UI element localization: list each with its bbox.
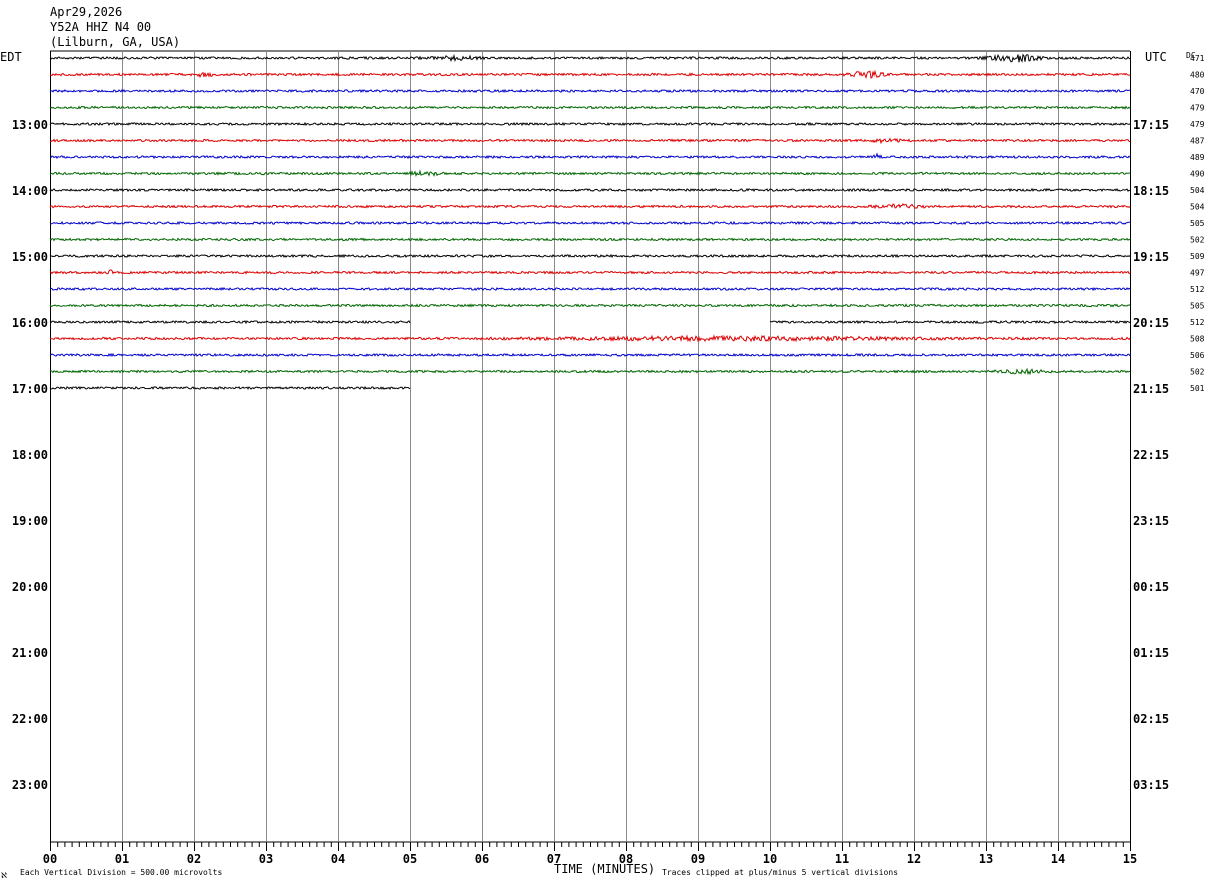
right-axis-label: UTC: [1145, 50, 1167, 64]
utc-hour-label: 17:15: [1133, 118, 1169, 132]
dc-offset-label: 479: [1190, 104, 1205, 113]
utc-hour-label: 01:15: [1133, 646, 1169, 660]
x-tick-label: 01: [115, 852, 129, 866]
edt-hour-label: 16:00: [12, 316, 48, 330]
x-tick-label: 04: [331, 852, 345, 866]
seismic-traces: [49, 53, 1131, 391]
x-tick-label: 03: [259, 852, 273, 866]
utc-hour-label: 02:15: [1133, 712, 1169, 726]
dc-offset-label: 489: [1190, 153, 1205, 162]
edt-hour-label: 13:00: [12, 118, 48, 132]
seismic-trace: [49, 319, 411, 325]
x-tick-label: 06: [475, 852, 489, 866]
dc-offset-label: 512: [1190, 318, 1205, 327]
x-tick-label: 14: [1051, 852, 1065, 866]
utc-hour-label: 23:15: [1133, 514, 1169, 528]
clip-note: Traces clipped at plus/minus 5 vertical …: [662, 868, 898, 877]
seismic-trace: [49, 220, 1131, 226]
edt-hour-label: 17:00: [12, 382, 48, 396]
edt-hour-label: 20:00: [12, 580, 48, 594]
edt-hour-label: 14:00: [12, 184, 48, 198]
utc-hour-label: 19:15: [1133, 250, 1169, 264]
edt-hour-label: 18:00: [12, 448, 48, 462]
utc-hour-label: 20:15: [1133, 316, 1169, 330]
dc-offset-label: 479: [1190, 120, 1205, 129]
dc-offset-label: 512: [1190, 285, 1205, 294]
utc-hour-label: 22:15: [1133, 448, 1169, 462]
seismic-trace: [49, 303, 1131, 308]
seismic-trace: [49, 105, 1131, 110]
edt-hour-label: 19:00: [12, 514, 48, 528]
utc-hour-label: 21:15: [1133, 382, 1169, 396]
corner-mark: ℵ: [1, 871, 7, 880]
seismic-trace: [49, 253, 1131, 259]
seismic-trace: [49, 286, 1131, 292]
utc-hour-label: 00:15: [1133, 580, 1169, 594]
header-location: (Lilburn, GA, USA): [50, 35, 180, 49]
dc-offset-label: 506: [1190, 351, 1205, 360]
dc-offset-label: 480: [1190, 71, 1205, 80]
seismic-trace: [769, 320, 1131, 325]
x-tick-label: 09: [691, 852, 705, 866]
dc-offset-label: 502: [1190, 368, 1205, 377]
dc-offset-label: 501: [1190, 384, 1205, 393]
seismic-trace: [49, 334, 1131, 343]
seismic-trace: [49, 203, 1131, 210]
minute-grid: [50, 50, 1131, 843]
dc-offset-label: 497: [1190, 269, 1205, 278]
x-tick-label: 10: [763, 852, 777, 866]
utc-hour-label: 18:15: [1133, 184, 1169, 198]
dc-offset-label: 490: [1190, 170, 1205, 179]
left-axis-label: EDT: [0, 50, 22, 64]
utc-hour-label: 03:15: [1133, 778, 1169, 792]
vertical-division-note: Each Vertical Division = 500.00 microvol…: [20, 868, 222, 877]
edt-hour-labels: 13:00 14:00 15:00 16:00 17:00 18:00 19:00 20:00…: [12, 118, 48, 792]
dc-offset-label: 505: [1190, 219, 1205, 228]
dc-offset-labels: 471 480 470 479 479 487 489 490 504 504 505 502 509 4…: [1190, 54, 1205, 393]
dc-offset-label: 471: [1190, 54, 1205, 63]
seismic-trace: [49, 385, 411, 391]
x-tick-label: 08: [619, 852, 633, 866]
header-station: Y52A HHZ N4 00: [50, 20, 151, 34]
edt-hour-label: 21:00: [12, 646, 48, 660]
x-tick-label: 02: [187, 852, 201, 866]
seismic-trace: [49, 53, 1131, 63]
x-tick-label: 15: [1123, 852, 1137, 866]
dc-offset-label: 502: [1190, 236, 1205, 245]
x-tick-label: 05: [403, 852, 417, 866]
x-tick-label: 00: [43, 852, 57, 866]
dc-offset-label: 504: [1190, 186, 1205, 195]
dc-offset-label: 504: [1190, 203, 1205, 212]
x-tick-label: 07: [547, 852, 561, 866]
seismic-trace: [49, 69, 1131, 80]
seismic-trace: [49, 152, 1131, 160]
seismic-trace: [49, 187, 1131, 193]
seismic-trace: [49, 121, 1131, 127]
header-date: Apr29,2026: [50, 5, 122, 19]
seismic-trace: [49, 237, 1131, 242]
x-axis: 00 01 02 03 04 05 06 07 08 09 10 11 12 13 14 15: [43, 842, 1137, 866]
edt-hour-label: 15:00: [12, 250, 48, 264]
seismic-trace: [49, 269, 1131, 275]
x-tick-label: 12: [907, 852, 921, 866]
dc-label: DC: [1186, 51, 1196, 60]
edt-hour-label: 22:00: [12, 712, 48, 726]
dc-offset-label: 487: [1190, 137, 1205, 146]
x-tick-label: 13: [979, 852, 993, 866]
dc-offset-label: 505: [1190, 302, 1205, 311]
dc-offset-label: 509: [1190, 252, 1205, 261]
x-tick-label: 11: [835, 852, 849, 866]
utc-hour-labels: 17:15 18:15 19:15 20:15 21:15 22:15 23:15 00:15…: [1133, 118, 1169, 792]
seismic-trace: [49, 169, 1131, 177]
seismic-trace: [49, 88, 1131, 94]
seismic-trace: [49, 352, 1131, 358]
dc-offset-label: 508: [1190, 335, 1205, 344]
seismic-trace: [49, 137, 1131, 145]
x-axis-title: TIME (MINUTES): [554, 862, 655, 876]
seismic-trace: [49, 367, 1131, 376]
edt-hour-label: 23:00: [12, 778, 48, 792]
dc-offset-label: 470: [1190, 87, 1205, 96]
